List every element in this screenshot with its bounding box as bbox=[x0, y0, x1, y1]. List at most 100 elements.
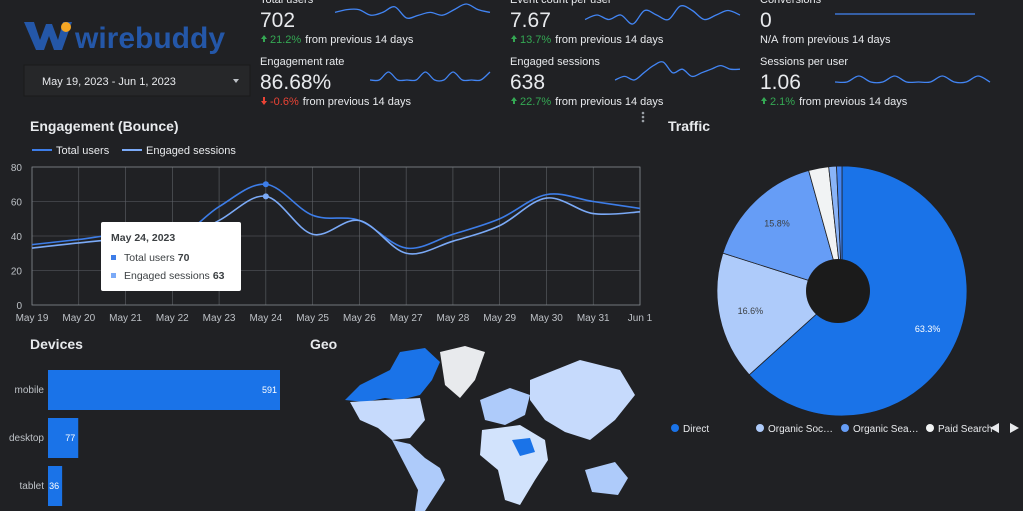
sparkline bbox=[584, 5, 741, 25]
bar bbox=[48, 418, 79, 458]
legend-next[interactable] bbox=[1010, 423, 1019, 433]
hover-dot bbox=[262, 181, 269, 188]
category-label: desktop bbox=[9, 433, 44, 444]
kpi-change: 13.7% from previous 14 days bbox=[520, 34, 664, 46]
slice-label: 63.3% bbox=[915, 324, 941, 334]
kpi-change: 22.7% from previous 14 days bbox=[520, 96, 664, 108]
dropdown-icon[interactable] bbox=[233, 79, 239, 83]
region bbox=[480, 425, 548, 505]
bar bbox=[48, 370, 280, 410]
kpi-label: Event count per user bbox=[510, 0, 612, 6]
menu-dot[interactable] bbox=[641, 115, 645, 119]
tooltip-swatch bbox=[111, 273, 116, 278]
plot-frame bbox=[31, 166, 641, 306]
kpi-change: -0.6% from previous 14 days bbox=[270, 96, 411, 108]
x-tick-label: May 26 bbox=[343, 313, 376, 324]
bar-label: 591 bbox=[262, 385, 277, 395]
tooltip-title: May 24, 2023 bbox=[111, 232, 175, 244]
legend-label: Organic Soc… bbox=[768, 424, 833, 435]
change-value: 13.7% bbox=[520, 34, 551, 46]
region bbox=[530, 360, 635, 440]
menu-dot[interactable] bbox=[641, 119, 645, 123]
comparison: from previous 14 days bbox=[555, 96, 664, 108]
up-arrow bbox=[513, 100, 515, 104]
slice-label: 16.6% bbox=[738, 306, 764, 316]
date-range[interactable]: May 19, 2023 - Jun 1, 2023 bbox=[42, 76, 176, 88]
change-value: 2.1% bbox=[770, 96, 795, 108]
up-arrow bbox=[763, 100, 765, 104]
down-arrow bbox=[263, 97, 265, 101]
legend-prev[interactable] bbox=[990, 423, 999, 433]
kpi-value: 1.06 bbox=[760, 71, 801, 94]
legend-dot bbox=[841, 424, 849, 432]
legend-label: Organic Sea… bbox=[853, 424, 919, 435]
menu-icon[interactable] bbox=[641, 111, 645, 123]
date-box[interactable] bbox=[23, 64, 251, 97]
region bbox=[480, 388, 530, 425]
x-tick-label: May 24 bbox=[249, 313, 282, 324]
kpi-label: Sessions per user bbox=[760, 56, 848, 68]
slice-label: 15.8% bbox=[764, 218, 790, 228]
legend-label: Paid Search bbox=[938, 424, 992, 435]
tooltip-label: Engaged sessions bbox=[124, 270, 210, 282]
geo-map bbox=[345, 346, 635, 511]
kpi-label: Engaged sessions bbox=[510, 56, 600, 68]
y-tick-label: 40 bbox=[11, 232, 23, 243]
kpi-label: Total users bbox=[260, 0, 314, 6]
bar-label: 77 bbox=[65, 433, 75, 443]
legend-label: Total users bbox=[56, 145, 110, 157]
comparison: from previous 14 days bbox=[555, 34, 664, 46]
logo-text: wirebuddy bbox=[74, 22, 225, 55]
bar bbox=[48, 466, 63, 506]
up-arrow bbox=[511, 97, 517, 101]
hover-dot bbox=[262, 193, 269, 200]
up-arrow bbox=[261, 35, 267, 39]
x-tick-label: May 30 bbox=[530, 313, 563, 324]
chart-title: Engagement (Bounce) bbox=[30, 118, 179, 134]
region bbox=[345, 348, 440, 402]
change-value: 22.7% bbox=[520, 96, 551, 108]
tooltip-value: 70 bbox=[178, 252, 190, 264]
menu-dot[interactable] bbox=[641, 111, 645, 115]
kpi-label: Engagement rate bbox=[260, 56, 344, 68]
legend-dot bbox=[926, 424, 934, 432]
legend-label: Direct bbox=[683, 424, 709, 435]
x-tick-label: May 28 bbox=[437, 313, 470, 324]
x-tick-label: May 19 bbox=[16, 313, 49, 324]
logo: wirebuddy bbox=[24, 22, 225, 55]
legend-dot bbox=[671, 424, 679, 432]
pie-slice bbox=[722, 170, 843, 292]
kpi-value: 0 bbox=[760, 9, 772, 32]
tooltip-value: 63 bbox=[213, 270, 225, 282]
x-tick-label: May 31 bbox=[577, 313, 610, 324]
comparison: from previous 14 days bbox=[305, 34, 414, 46]
donut-hole bbox=[806, 259, 870, 323]
comparison: from previous 14 days bbox=[782, 34, 891, 46]
category-label: tablet bbox=[20, 481, 45, 492]
y-tick-label: 20 bbox=[11, 267, 23, 278]
legend-label: Engaged sessions bbox=[146, 145, 236, 157]
x-tick-label: May 22 bbox=[156, 313, 189, 324]
geo-title: Geo bbox=[310, 336, 337, 352]
region bbox=[440, 346, 485, 398]
x-tick-label: May 23 bbox=[203, 313, 236, 324]
logo-dot bbox=[61, 22, 71, 32]
kpi-value: 7.67 bbox=[510, 9, 551, 32]
sparkline bbox=[334, 3, 491, 19]
x-tick-label: Jun 1 bbox=[628, 313, 653, 324]
change-value: N/A bbox=[760, 34, 779, 46]
x-tick-label: May 20 bbox=[62, 313, 95, 324]
sparkline bbox=[834, 75, 991, 84]
kpi-change: 2.1% from previous 14 days bbox=[770, 96, 908, 108]
logo-mark bbox=[24, 22, 72, 50]
date-selector[interactable]: May 19, 2023 - Jun 1, 2023 bbox=[23, 64, 251, 97]
x-tick-label: May 25 bbox=[296, 313, 329, 324]
kpi-value: 638 bbox=[510, 71, 545, 94]
kpi-value: 702 bbox=[260, 9, 295, 32]
y-tick-label: 80 bbox=[11, 163, 23, 174]
region bbox=[585, 462, 628, 495]
sparkline bbox=[614, 61, 741, 81]
